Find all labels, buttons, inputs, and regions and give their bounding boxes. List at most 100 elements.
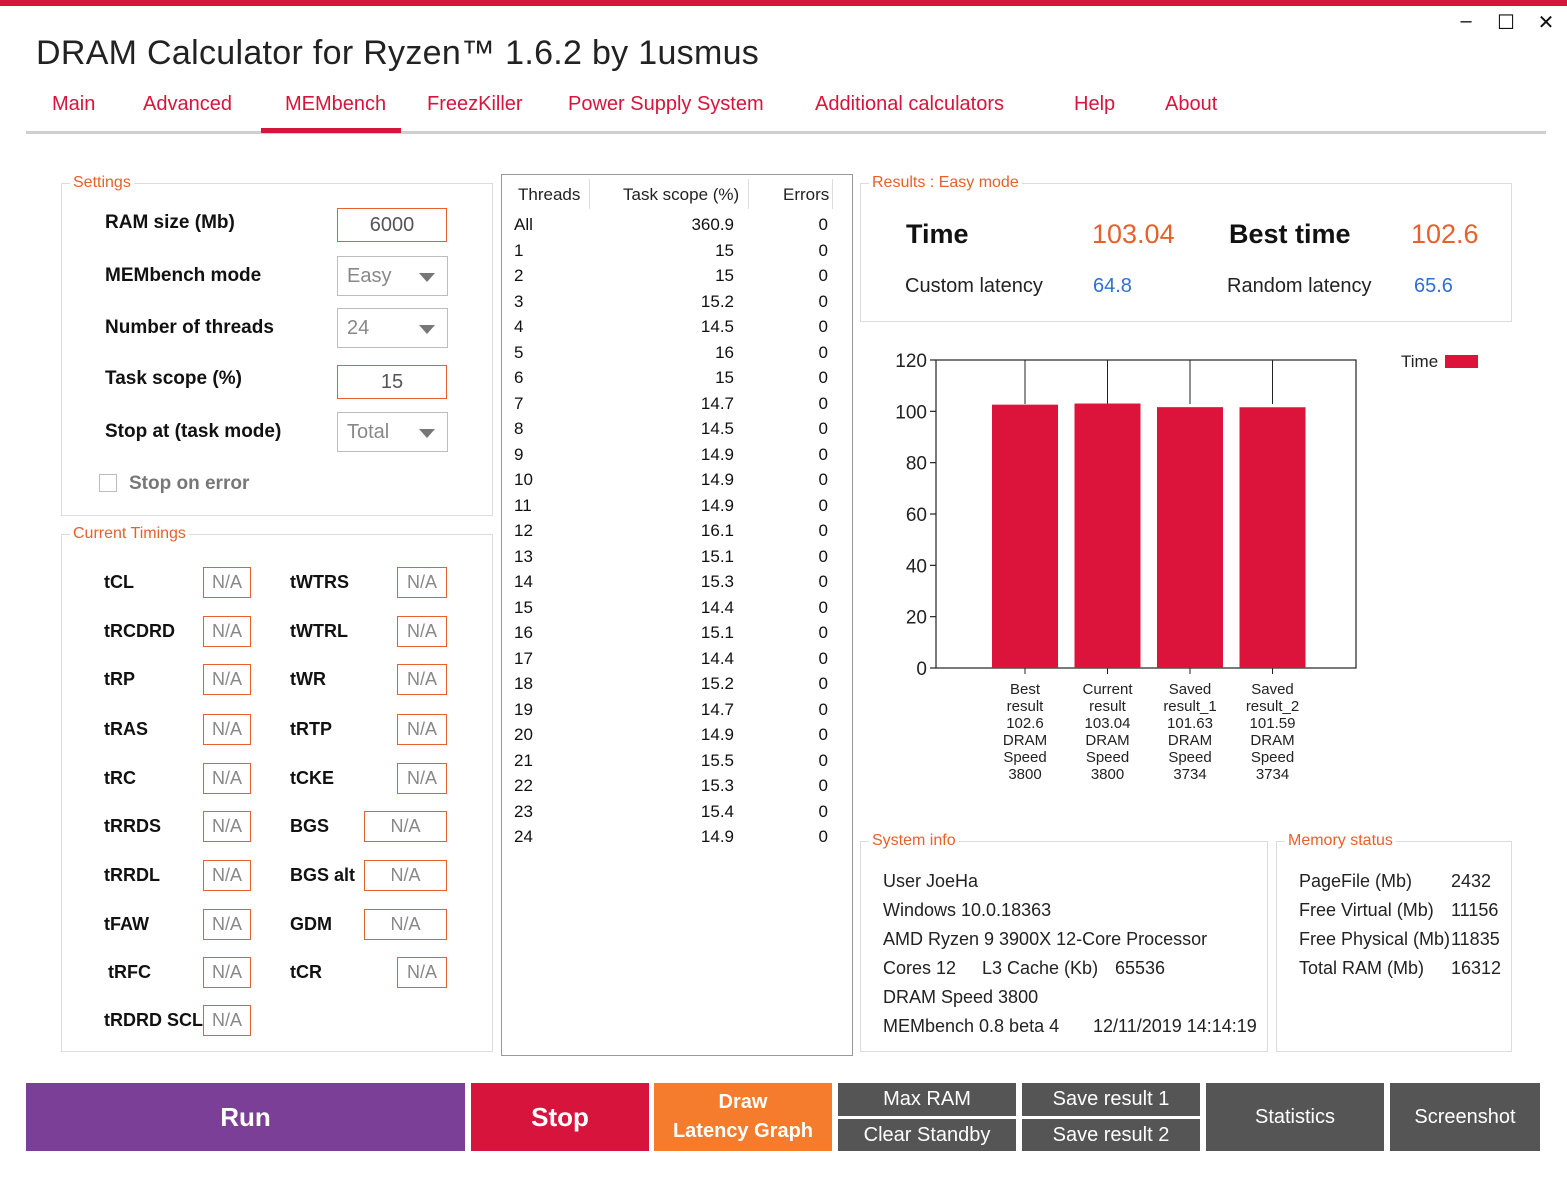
timing-value-trrdl: N/A (203, 860, 251, 891)
table-row: 17 14.4 0 (502, 649, 842, 675)
screenshot-label: Screenshot (1414, 1105, 1516, 1128)
max-ram-label: Max RAM (883, 1088, 971, 1110)
table-row: 10 14.9 0 (502, 470, 842, 496)
system-info-legend: System info (872, 832, 956, 849)
settings-legend: Settings (73, 174, 131, 191)
tab-power-supply-system[interactable]: Power Supply System (568, 93, 764, 115)
tab-help[interactable]: Help (1074, 93, 1116, 115)
sysinfo-cores: Cores 12 (883, 958, 957, 978)
x-tick-label: Best (1010, 681, 1041, 698)
close-icon[interactable]: ✕ (1537, 12, 1555, 34)
y-tick-label: 0 (916, 659, 927, 680)
y-tick-label: 40 (906, 556, 927, 577)
errors-cell: 0 (818, 521, 828, 540)
x-tick-label: 102.6 (1006, 715, 1044, 732)
tab-freezkiller[interactable]: FreezKiller (427, 93, 523, 115)
table-row: 1 15 0 (502, 241, 842, 267)
task-scope-cell: 15.2 (700, 674, 734, 693)
stop-button[interactable]: Stop (471, 1083, 649, 1151)
ram-size-input[interactable]: 6000 (337, 208, 447, 242)
pagefile-label: PageFile (Mb) (1299, 871, 1413, 891)
legend-label: Time (1401, 352, 1438, 371)
clear-standby-button[interactable]: Clear Standby (838, 1119, 1016, 1151)
x-tick-label: 101.59 (1250, 715, 1296, 732)
pagefile-value: 2432 (1451, 871, 1492, 891)
table-row: 13 15.1 0 (502, 547, 842, 573)
sysinfo-l3-label: L3 Cache (Kb) (982, 958, 1099, 978)
y-tick-label: 60 (906, 505, 927, 526)
thread-id-cell: 6 (514, 368, 524, 387)
task-scope-input[interactable]: 15 (337, 365, 447, 399)
stop-on-error-label: Stop on error (129, 473, 250, 494)
errors-cell: 0 (818, 215, 828, 234)
draw-latency-graph-button[interactable]: Draw Latency Graph (654, 1083, 832, 1151)
errors-cell: 0 (818, 725, 828, 744)
x-tick-label: 3734 (1173, 766, 1206, 783)
errors-cell: 0 (818, 495, 828, 515)
clear-standby-label: Clear Standby (863, 1123, 991, 1146)
x-tick-label: DRAM (1085, 732, 1129, 749)
errors-cell: 0 (818, 240, 828, 260)
errors-cell: 0 (818, 317, 828, 336)
thread-id-cell: 5 (514, 342, 524, 362)
x-tick-label: Current (1082, 681, 1133, 698)
thread-id-cell: 9 (514, 444, 524, 464)
free-virtual-label: Free Virtual (Mb) (1299, 900, 1434, 920)
stop-at-select[interactable]: Total (337, 412, 448, 452)
x-tick-label: result (1007, 698, 1045, 715)
accent-top-bar (0, 0, 1567, 6)
thread-id-cell: 19 (514, 699, 533, 719)
thread-id-cell: 17 (514, 648, 533, 668)
save-result-1-button[interactable]: Save result 1 (1022, 1083, 1200, 1116)
screenshot-button[interactable]: Screenshot (1390, 1083, 1540, 1151)
sysinfo-cpu: AMD Ryzen 9 3900X 12-Core Processor (883, 929, 1208, 949)
task-scope-cell: 16 (715, 342, 734, 362)
tab-additional-calculators[interactable]: Additional calculators (815, 93, 1004, 115)
thread-id-cell: 13 (514, 546, 533, 566)
sysinfo-os: Windows 10.0.18363 (883, 900, 1052, 920)
timing-label-trtp: tRTP (290, 719, 332, 739)
maximize-icon[interactable]: ☐ (1497, 12, 1515, 34)
tab-main[interactable]: Main (52, 93, 96, 115)
errors-cell: 0 (818, 827, 828, 846)
window-controls: – ☐ ✕ (1457, 10, 1555, 35)
task-scope-column-header: Task scope (%) (623, 185, 740, 204)
ram-size-label: RAM size (Mb) (105, 212, 235, 233)
threads-table: Threads Task scope (%) Errors All 360.9 0 1… (501, 174, 853, 1056)
table-row: All 360.9 0 (502, 215, 842, 241)
timing-value-trrds: N/A (203, 811, 251, 842)
threads-count-select[interactable]: 24 (337, 308, 448, 348)
minimize-icon[interactable]: – (1460, 10, 1472, 32)
timing-label-tcr: tCR (290, 962, 322, 982)
save-result-2-button[interactable]: Save result 2 (1022, 1119, 1200, 1151)
task-scope-cell: 15.1 (700, 623, 734, 642)
table-row: 22 15.3 0 (502, 776, 842, 802)
tab-membench[interactable]: MEMbench (285, 93, 387, 115)
max-ram-button[interactable]: Max RAM (838, 1083, 1016, 1116)
tab-advanced[interactable]: Advanced (143, 93, 232, 115)
membench-mode-select[interactable]: Easy (337, 256, 448, 296)
time-value: 103.04 (1092, 219, 1175, 249)
stop-button-label: Stop (531, 1101, 589, 1132)
sysinfo-l3-value: 65536 (1115, 958, 1166, 978)
stop-on-error-checkbox[interactable] (99, 474, 117, 492)
x-tick-label: Saved (1251, 681, 1294, 698)
statistics-button[interactable]: Statistics (1206, 1083, 1384, 1151)
timing-value-tcr: N/A (397, 957, 447, 988)
stop-at-value: Total (347, 421, 390, 443)
tab-about[interactable]: About (1165, 93, 1218, 115)
run-button[interactable]: Run (26, 1083, 465, 1151)
best-time-label: Best time (1229, 219, 1351, 249)
save-result-1-label: Save result 1 (1052, 1088, 1170, 1110)
timing-value-bgs-alt: N/A (364, 860, 447, 891)
table-row: 18 15.2 0 (502, 674, 842, 700)
x-tick-label: 103.04 (1085, 715, 1131, 732)
task-scope-cell: 15.5 (700, 750, 734, 770)
thread-id-cell: 7 (514, 393, 524, 413)
x-tick-label: 3800 (1008, 766, 1041, 783)
chart-svg: 020406080100120Bestresult102.6DRAMSpeed3… (895, 351, 1478, 783)
threads-count-value: 24 (347, 317, 370, 339)
table-row: 24 14.9 0 (502, 827, 842, 853)
timing-value-twtrl: N/A (397, 616, 447, 647)
table-row: 2 15 0 (502, 266, 842, 292)
